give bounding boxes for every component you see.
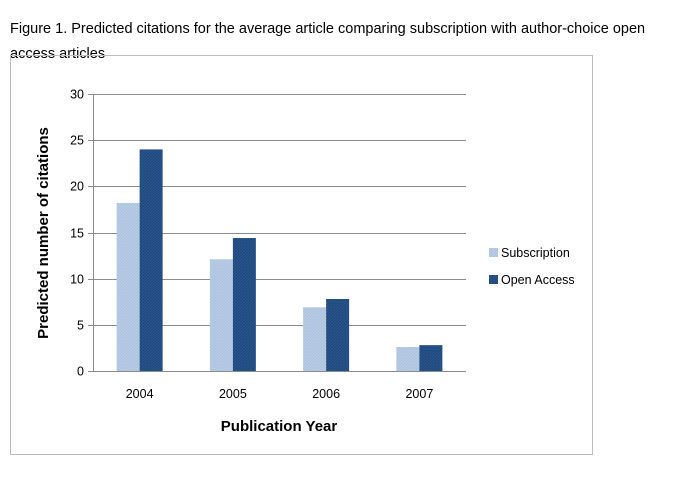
y-tick-label: 0 bbox=[77, 365, 84, 379]
legend-label: Open Access bbox=[501, 273, 575, 287]
y-tick-label: 20 bbox=[70, 180, 84, 194]
bar-open-access-2007 bbox=[419, 345, 443, 371]
bar-open-access-2005 bbox=[232, 238, 256, 371]
y-tick-label: 10 bbox=[70, 273, 84, 287]
legend-label: Subscription bbox=[501, 246, 570, 260]
legend: Subscription Open Access bbox=[489, 246, 575, 287]
gridlines bbox=[93, 94, 466, 326]
bar-subscription-2004 bbox=[116, 202, 140, 371]
bar-open-access-2004 bbox=[139, 149, 163, 371]
y-axis-title: Predicted number of citations bbox=[35, 127, 52, 339]
chart-frame bbox=[10, 55, 593, 455]
y-tick-label: 5 bbox=[77, 319, 84, 333]
axes: 0 5 10 15 20 25 30 2004 2005 2006 2007 bbox=[70, 88, 466, 401]
x-axis-title: Publication Year bbox=[221, 418, 338, 435]
y-tick-label: 25 bbox=[70, 134, 84, 148]
x-tick-label: 2006 bbox=[312, 387, 340, 401]
bars bbox=[116, 149, 443, 371]
bar-subscription-2005 bbox=[209, 259, 233, 371]
figure-caption: Figure 1. Predicted citations for the av… bbox=[10, 21, 646, 62]
legend-swatch-open-access bbox=[489, 275, 498, 284]
y-tick-label: 15 bbox=[70, 227, 84, 241]
x-tick-label: 2005 bbox=[219, 387, 247, 401]
x-tick-label: 2007 bbox=[405, 387, 433, 401]
bar-open-access-2006 bbox=[326, 298, 350, 371]
bar-subscription-2007 bbox=[396, 346, 420, 371]
bar-subscription-2006 bbox=[303, 307, 327, 371]
y-tick-label: 30 bbox=[70, 88, 84, 102]
x-tick-label: 2004 bbox=[126, 387, 154, 401]
legend-swatch-subscription bbox=[489, 248, 498, 257]
